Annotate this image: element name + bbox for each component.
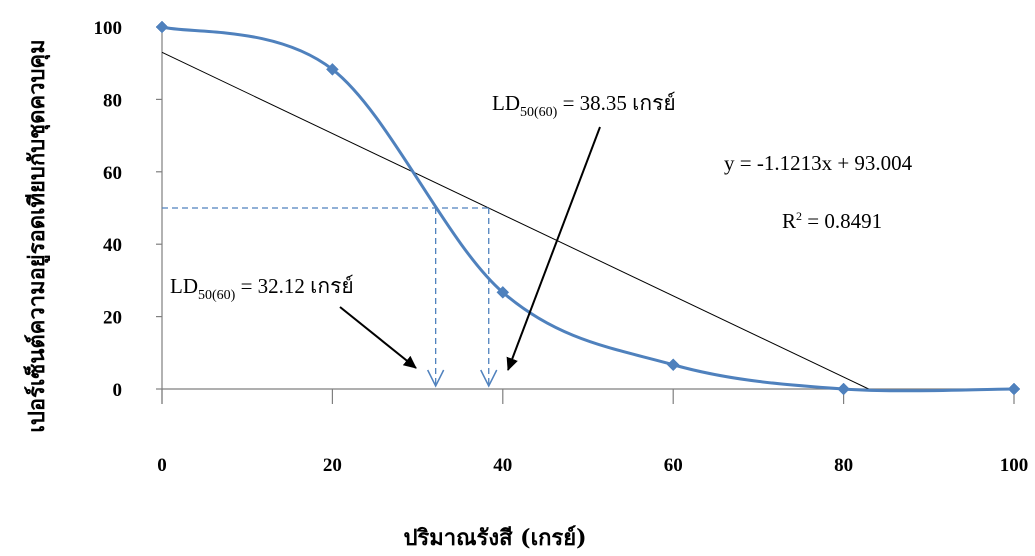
tick-marks xyxy=(156,26,1015,404)
y-tick-label: 60 xyxy=(103,163,122,184)
y-tick-label: 0 xyxy=(113,380,123,401)
trendline-layer xyxy=(161,51,869,390)
tick-labels: 0 20 40 60 80 100 0 20 40 60 80 100 xyxy=(94,18,1029,476)
x-tick-label: 0 xyxy=(157,455,167,476)
pointer-arrow-ld-curve xyxy=(339,306,417,369)
survival-curve-line xyxy=(161,25,1015,393)
y-tick-label: 20 xyxy=(103,308,122,329)
r-squared-value: R2 = 0.8491 xyxy=(782,209,882,233)
ld50-arrowhead xyxy=(426,369,445,388)
y-tick-label: 80 xyxy=(103,90,122,111)
axes xyxy=(161,22,1014,404)
trendline-equation: y = -1.1213x + 93.004 xyxy=(724,151,913,175)
y-axis-title: เปอร์เซ็นต์ความอยู่รอดเทียบกับชุดควบคุม xyxy=(22,39,51,432)
ld50-annotation-trendline: LD50(60) = 38.35 เกรย์ xyxy=(492,91,676,120)
x-tick-label: 80 xyxy=(834,455,853,476)
x-axis-title: ปริมาณรังสี (เกรย์) xyxy=(403,525,586,551)
ld50-arrowhead xyxy=(480,369,498,388)
ld50-annotation-curve: LD50(60) = 32.12 เกรย์ xyxy=(170,274,354,303)
data-point-marker xyxy=(326,63,339,76)
x-tick-label: 100 xyxy=(1000,455,1029,476)
series-layer xyxy=(155,20,1021,396)
data-point-marker xyxy=(837,382,850,396)
data-point-marker xyxy=(666,358,680,372)
x-tick-label: 60 xyxy=(664,455,683,476)
x-tick-label: 20 xyxy=(323,455,342,476)
reference-lines-layer xyxy=(162,207,498,388)
x-tick-label: 40 xyxy=(493,455,512,476)
y-tick-label: 40 xyxy=(103,235,122,256)
data-point-marker xyxy=(1007,382,1021,396)
data-point-marker xyxy=(496,285,510,299)
pointer-arrow-ld-trend xyxy=(506,126,601,371)
data-point-marker xyxy=(155,20,169,34)
y-tick-label: 100 xyxy=(94,18,123,39)
annotations-layer: LD50(60) = 38.35 เกรย์ LD50(60) = 32.12 เ… xyxy=(170,91,913,371)
linear-trendline xyxy=(161,51,869,390)
